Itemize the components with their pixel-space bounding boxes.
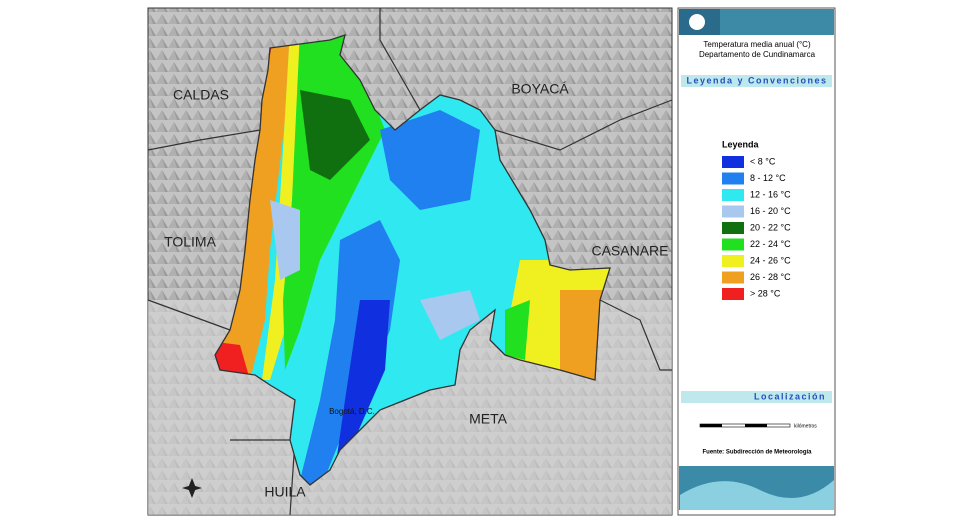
legend: < 8 °C 8 - 12 °C 12 - 16 °C 16 - 20 °C 20 - … bbox=[722, 156, 791, 300]
legend-label: 26 - 28 °C bbox=[750, 272, 791, 282]
north-arrow bbox=[182, 478, 202, 498]
location-title: Localización bbox=[754, 391, 826, 401]
panel-banner-pattern bbox=[720, 9, 834, 35]
legend-label: 12 - 16 °C bbox=[750, 189, 791, 199]
dept-label: CASANARE bbox=[591, 243, 668, 259]
logo bbox=[689, 14, 705, 30]
section-bar bbox=[681, 391, 832, 403]
legend-panel bbox=[677, 7, 836, 516]
panel-subtitle: Departamento de Cundinamarca bbox=[699, 50, 816, 59]
legend-swatch bbox=[722, 271, 744, 284]
dept-label: TOLIMA bbox=[164, 234, 217, 250]
legend-swatch bbox=[722, 156, 744, 168]
section-bar bbox=[681, 75, 832, 87]
scale-unit: kilómetros bbox=[794, 423, 817, 429]
legend-title: Leyenda bbox=[722, 139, 760, 149]
legend-label: 22 - 24 °C bbox=[750, 239, 791, 249]
dept-label: CALDAS bbox=[173, 87, 229, 103]
capital-label: Bogotá, D.C. bbox=[329, 407, 375, 416]
legend-swatch bbox=[722, 172, 744, 185]
legend-swatch bbox=[722, 238, 744, 251]
source: Fuente: Subdirección de Meteorología bbox=[702, 450, 812, 456]
legend-swatch bbox=[722, 255, 744, 267]
legend-label: < 8 °C bbox=[750, 156, 776, 166]
legend-label: 24 - 26 °C bbox=[750, 255, 791, 265]
cundinamarca-outline bbox=[214, 34, 611, 486]
legend-label: 20 - 22 °C bbox=[750, 222, 791, 232]
legend-swatch bbox=[722, 205, 744, 218]
dept-label: META bbox=[469, 411, 508, 427]
dept-label: BOYACÁ bbox=[511, 81, 569, 97]
panel-footer-wave bbox=[680, 480, 834, 510]
scale-bar bbox=[699, 423, 791, 428]
legend-label: 8 - 12 °C bbox=[750, 173, 786, 183]
legend-swatch bbox=[722, 222, 744, 234]
legend-label: > 28 °C bbox=[750, 288, 781, 298]
legend-swatch bbox=[722, 189, 744, 201]
legend-label: 16 - 20 °C bbox=[750, 206, 791, 216]
dept-label: HUILA bbox=[264, 484, 306, 500]
legend-swatch bbox=[722, 288, 744, 300]
section-title: Leyenda y Convenciones bbox=[686, 75, 827, 85]
panel-title: Temperatura media anual (°C) bbox=[703, 40, 811, 49]
